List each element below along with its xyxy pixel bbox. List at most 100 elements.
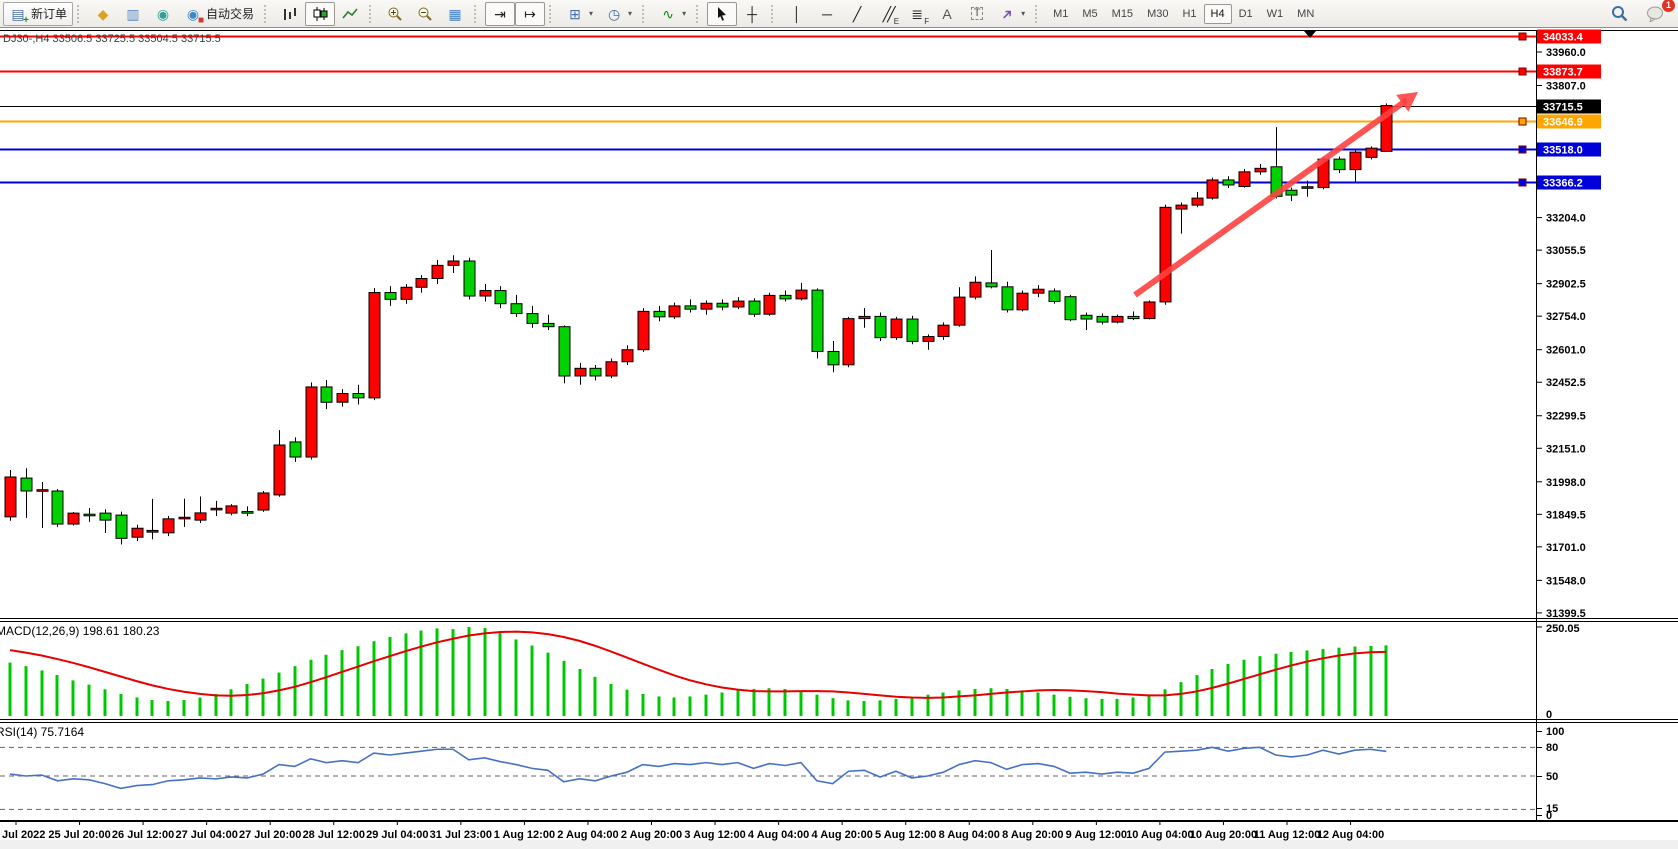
candle-body bbox=[479, 290, 492, 297]
candle-body bbox=[1159, 206, 1172, 303]
navigator-icon: ▥ bbox=[126, 5, 140, 22]
terminal-icon[interactable]: ◉ bbox=[148, 2, 178, 26]
navigator-icon[interactable]: ▥ bbox=[118, 2, 148, 26]
macd-histogram-bar bbox=[356, 646, 360, 716]
zoom-in-icon[interactable] bbox=[380, 2, 410, 26]
macd-histogram-bar bbox=[87, 684, 91, 716]
dropdown-caret-icon[interactable]: ▾ bbox=[589, 9, 594, 18]
macd-histogram-bar bbox=[214, 693, 218, 716]
market-watch-icon: ◆ bbox=[97, 5, 109, 22]
tile-windows-icon[interactable]: ▦ bbox=[440, 2, 470, 26]
vertical-line-icon[interactable]: │ bbox=[782, 2, 812, 26]
tile-windows-icon: ▦ bbox=[448, 5, 462, 22]
macd-histogram-bar bbox=[1258, 656, 1262, 716]
timeframe-m30[interactable]: M30 bbox=[1147, 7, 1169, 20]
trend-arrow[interactable] bbox=[1133, 92, 1418, 298]
candle-body bbox=[99, 512, 112, 521]
terminal-icon: ◉ bbox=[156, 5, 170, 22]
candle-body bbox=[336, 393, 349, 403]
equidistant-channel-icon[interactable]: ╱╱ E bbox=[872, 2, 902, 26]
timeframe-h1[interactable]: H1 bbox=[1182, 7, 1197, 20]
price-tag bbox=[1537, 64, 1601, 79]
auto-scroll-icon[interactable]: ⇥ bbox=[485, 1, 516, 26]
dropdown-caret-icon[interactable]: ▾ bbox=[682, 9, 687, 18]
line-handle[interactable] bbox=[1518, 145, 1527, 154]
line-handle[interactable] bbox=[1518, 67, 1527, 76]
svg-text:33518.0: 33518.0 bbox=[1543, 145, 1583, 157]
search-icon[interactable] bbox=[1605, 2, 1634, 26]
horizontal-line-icon[interactable]: ─ bbox=[812, 2, 842, 26]
rsi-panel: RSI(14) 75.7164 100 80 50 150 bbox=[0, 725, 1564, 822]
candle-body bbox=[621, 349, 634, 363]
macd-histogram-bar bbox=[1321, 649, 1325, 716]
macd-histogram-bar bbox=[1210, 669, 1214, 716]
arrows-icon[interactable]: ➔ ▾ bbox=[992, 2, 1031, 26]
macd-histogram-bar bbox=[1353, 646, 1357, 716]
line-chart-icon[interactable] bbox=[335, 2, 365, 26]
line-handle[interactable] bbox=[1518, 117, 1527, 126]
crosshair-icon[interactable]: ┼ bbox=[737, 2, 767, 26]
candlestick-chart-icon bbox=[311, 5, 329, 23]
svg-text:32151.0: 32151.0 bbox=[1546, 443, 1586, 455]
autotrading-button-label: 自动交易 bbox=[206, 7, 255, 21]
candle-body bbox=[194, 512, 207, 521]
timeframe-m15[interactable]: M15 bbox=[1111, 7, 1134, 20]
templates-icon[interactable]: ◷ ▾ bbox=[599, 2, 638, 26]
macd-histogram-bar bbox=[261, 678, 265, 716]
dropdown-caret-icon[interactable]: ▾ bbox=[628, 9, 633, 18]
autotrading-button[interactable]: ◉ ■ 自动交易 bbox=[178, 2, 260, 26]
time-axis-label: 26 Jul 12:00 bbox=[112, 829, 174, 841]
chart-shift-marker[interactable] bbox=[1304, 31, 1316, 38]
indicators-icon[interactable]: ∿ ▾ bbox=[653, 2, 692, 26]
timeframe-m1[interactable]: M1 bbox=[1053, 7, 1069, 20]
arrows-icon: ➔ bbox=[997, 3, 1017, 24]
candle-body bbox=[447, 260, 460, 266]
toolbar-group-grip bbox=[549, 4, 555, 23]
text-label-icon[interactable]: T bbox=[962, 2, 992, 26]
time-axis-label: 29 Jul 04:00 bbox=[366, 829, 428, 841]
candlestick-chart-icon[interactable] bbox=[305, 1, 336, 26]
macd-histogram-bar bbox=[815, 694, 819, 716]
new-order-button[interactable]: ▤ + 新订单 bbox=[3, 1, 74, 26]
timeframe-w1[interactable]: W1 bbox=[1266, 7, 1284, 20]
zoom-out-icon[interactable] bbox=[410, 2, 440, 26]
price-tag bbox=[1537, 99, 1601, 114]
timeframe-mn[interactable]: MN bbox=[1297, 7, 1315, 20]
candle-body bbox=[1143, 301, 1156, 320]
timeframe-m5[interactable]: M5 bbox=[1082, 7, 1098, 20]
macd-histogram-bar bbox=[1100, 698, 1104, 716]
candle-body bbox=[558, 326, 571, 377]
new-chart-icon[interactable]: ⊞ ▾ bbox=[560, 2, 599, 26]
trend-arrow-line[interactable] bbox=[1133, 97, 1409, 298]
price-tag bbox=[1537, 29, 1601, 44]
fibonacci-icon[interactable]: ≣ F bbox=[902, 2, 932, 26]
bar-chart-icon[interactable] bbox=[275, 2, 305, 26]
market-watch-icon[interactable]: ◆ bbox=[88, 2, 118, 26]
macd-histogram-bar bbox=[657, 696, 661, 716]
notifications-icon[interactable]: 1 bbox=[1640, 0, 1675, 26]
macd-histogram-bar bbox=[688, 696, 692, 716]
macd-histogram-bar bbox=[1384, 645, 1388, 716]
trendline-icon[interactable]: ╱ bbox=[842, 2, 872, 26]
line-handle[interactable] bbox=[1518, 32, 1527, 41]
line-handle[interactable] bbox=[1518, 178, 1527, 187]
macd-histogram-bar bbox=[372, 641, 376, 716]
chart-area[interactable]: 33960.0 33807.0 33204.0 33055.5 32902.5 32754… bbox=[0, 28, 1678, 849]
macd-histogram-bar bbox=[1179, 682, 1183, 716]
timeframe-d1[interactable]: D1 bbox=[1238, 7, 1253, 20]
zoom-in-icon bbox=[386, 5, 404, 23]
macd-histogram-bar bbox=[135, 697, 139, 716]
candle-body bbox=[969, 281, 982, 298]
timeframe-h4[interactable]: H4 bbox=[1203, 3, 1232, 24]
cursor-icon[interactable] bbox=[707, 1, 738, 26]
candle-body bbox=[257, 492, 270, 511]
macd-histogram-bar bbox=[720, 692, 724, 716]
svg-text:33960.0: 33960.0 bbox=[1546, 47, 1586, 59]
chart-shift-icon[interactable]: ↦ bbox=[515, 1, 546, 26]
time-axis-label: 8 Aug 04:00 bbox=[939, 829, 1000, 841]
text-icon[interactable]: A bbox=[932, 2, 962, 26]
zoom-out-icon bbox=[416, 5, 434, 23]
macd-histogram-bar bbox=[1195, 675, 1199, 716]
macd-histogram-bar bbox=[324, 654, 328, 716]
dropdown-caret-icon[interactable]: ▾ bbox=[1021, 9, 1026, 18]
